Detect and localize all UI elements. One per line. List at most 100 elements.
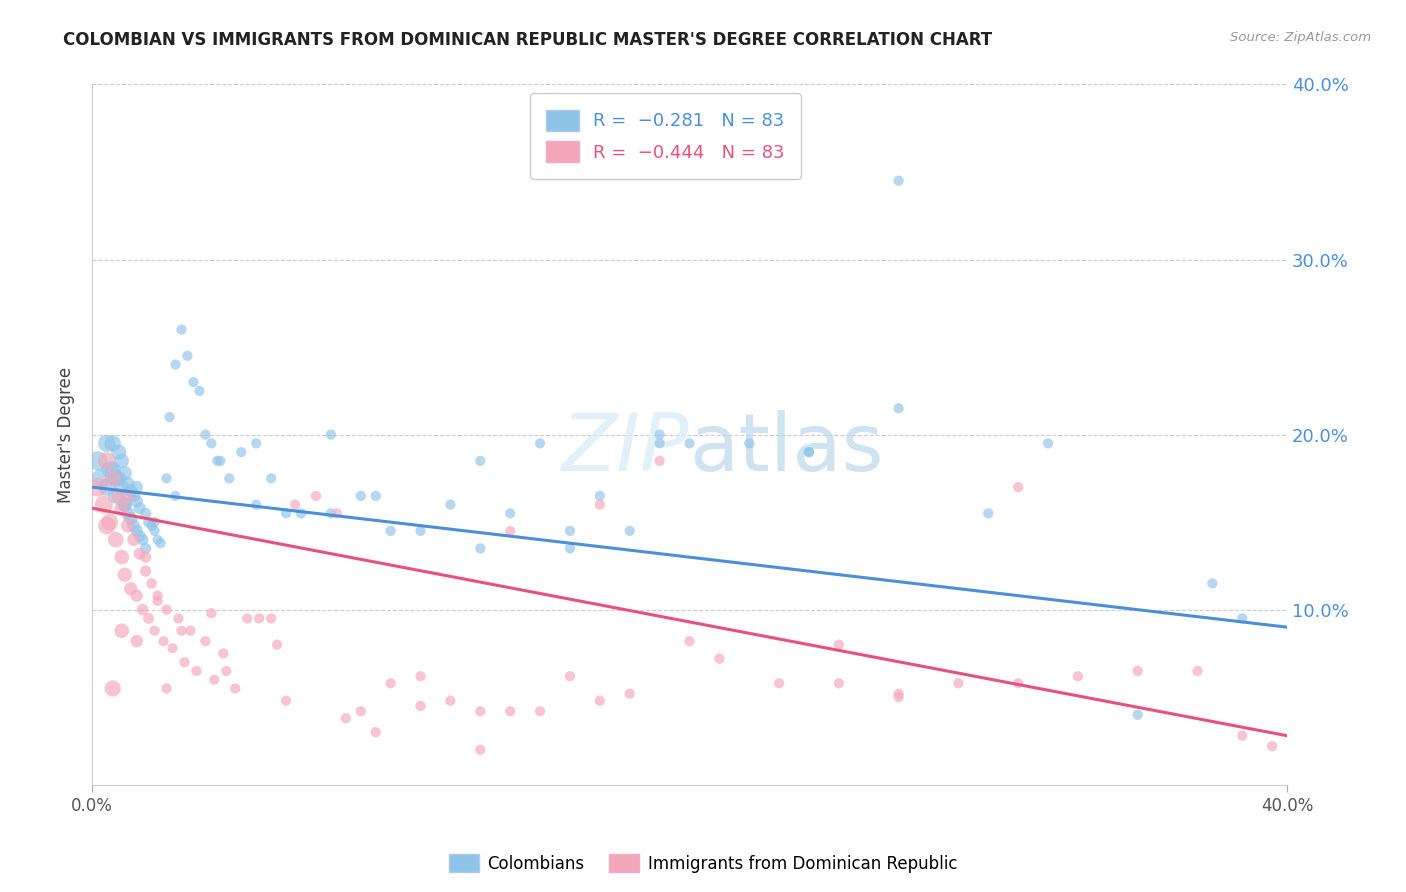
Point xyxy=(274,507,297,521)
Point xyxy=(87,454,110,468)
Point xyxy=(828,676,851,690)
Point xyxy=(439,694,461,708)
Point xyxy=(138,611,160,625)
Point xyxy=(194,427,217,442)
Point xyxy=(101,462,124,476)
Point xyxy=(1232,729,1254,743)
Point xyxy=(284,498,307,512)
Point xyxy=(224,681,246,696)
Point xyxy=(107,445,129,459)
Point xyxy=(200,606,222,620)
Point xyxy=(194,634,217,648)
Point xyxy=(96,436,118,450)
Point xyxy=(409,524,432,538)
Text: atlas: atlas xyxy=(689,409,884,488)
Point xyxy=(104,533,127,547)
Point xyxy=(648,427,671,442)
Point xyxy=(125,524,148,538)
Point xyxy=(111,480,134,494)
Point xyxy=(409,698,432,713)
Point xyxy=(1036,436,1059,450)
Point xyxy=(111,624,134,638)
Point xyxy=(319,507,342,521)
Point xyxy=(1261,739,1284,754)
Point xyxy=(218,471,240,485)
Point xyxy=(1067,669,1090,683)
Point xyxy=(176,349,198,363)
Point xyxy=(122,533,145,547)
Text: ZIP: ZIP xyxy=(562,409,689,488)
Point xyxy=(152,634,174,648)
Point xyxy=(529,436,551,450)
Point xyxy=(98,515,121,529)
Point xyxy=(738,436,761,450)
Point xyxy=(709,651,731,665)
Y-axis label: Master's Degree: Master's Degree xyxy=(58,367,75,503)
Point xyxy=(155,681,177,696)
Point xyxy=(1007,480,1029,494)
Point xyxy=(128,529,150,543)
Point xyxy=(155,602,177,616)
Point xyxy=(364,725,387,739)
Point xyxy=(101,471,124,485)
Point xyxy=(111,501,134,516)
Point xyxy=(678,634,700,648)
Point xyxy=(114,498,136,512)
Point xyxy=(141,518,163,533)
Point xyxy=(117,518,139,533)
Point xyxy=(135,564,157,578)
Point xyxy=(125,589,148,603)
Point xyxy=(887,174,910,188)
Point xyxy=(186,664,208,678)
Point xyxy=(101,681,124,696)
Point xyxy=(111,550,134,565)
Point xyxy=(149,536,172,550)
Point xyxy=(117,507,139,521)
Point xyxy=(188,384,211,398)
Point xyxy=(202,673,225,687)
Point xyxy=(143,515,166,529)
Point xyxy=(380,676,402,690)
Point xyxy=(135,541,157,556)
Point xyxy=(231,445,253,459)
Text: COLOMBIAN VS IMMIGRANTS FROM DOMINICAN REPUBLIC MASTER'S DEGREE CORRELATION CHAR: COLOMBIAN VS IMMIGRANTS FROM DOMINICAN R… xyxy=(63,31,993,49)
Point xyxy=(648,454,671,468)
Point xyxy=(90,471,112,485)
Point xyxy=(200,436,222,450)
Point xyxy=(104,489,127,503)
Point xyxy=(209,454,232,468)
Point xyxy=(977,507,1000,521)
Point xyxy=(797,445,820,459)
Point xyxy=(589,489,612,503)
Point xyxy=(117,489,139,503)
Legend: Colombians, Immigrants from Dominican Republic: Colombians, Immigrants from Dominican Re… xyxy=(443,847,963,880)
Point xyxy=(122,518,145,533)
Point xyxy=(96,480,118,494)
Point xyxy=(589,498,612,512)
Point xyxy=(409,669,432,683)
Point xyxy=(887,687,910,701)
Point xyxy=(120,511,142,525)
Point xyxy=(104,471,127,485)
Point xyxy=(131,602,153,616)
Point xyxy=(470,704,492,718)
Point xyxy=(87,480,110,494)
Point xyxy=(266,638,288,652)
Point xyxy=(558,524,581,538)
Point xyxy=(135,550,157,565)
Point xyxy=(236,611,259,625)
Point xyxy=(558,669,581,683)
Point xyxy=(125,494,148,508)
Point xyxy=(470,743,492,757)
Point xyxy=(215,664,238,678)
Point xyxy=(470,541,492,556)
Point xyxy=(1187,664,1209,678)
Point xyxy=(131,533,153,547)
Point xyxy=(146,533,169,547)
Point xyxy=(125,480,148,494)
Point xyxy=(143,524,166,538)
Point xyxy=(128,501,150,516)
Point xyxy=(143,624,166,638)
Point xyxy=(1007,676,1029,690)
Point xyxy=(499,704,522,718)
